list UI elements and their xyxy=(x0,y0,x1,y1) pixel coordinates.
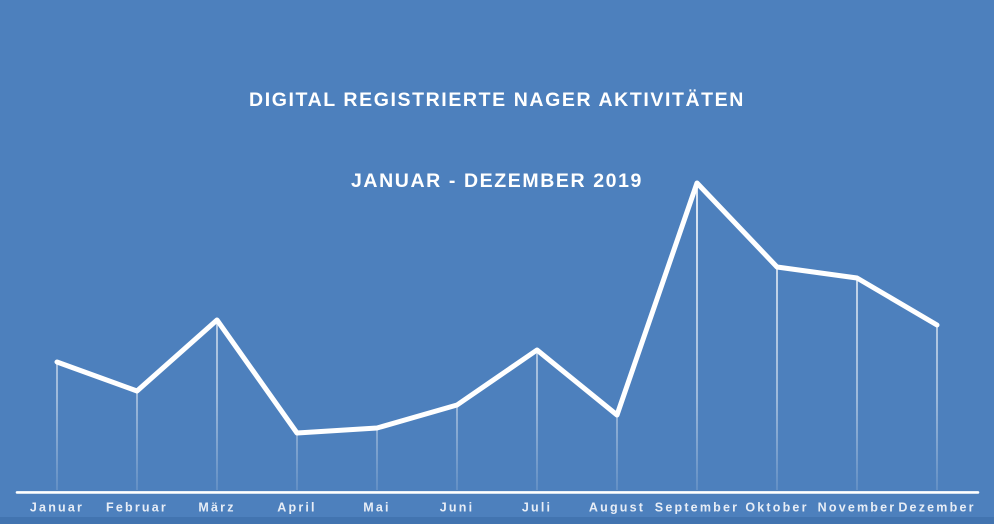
x-axis-label: Juni xyxy=(440,501,475,515)
x-axis-label: Oktober xyxy=(745,501,808,515)
chart-title: DIGITAL REGISTRIERTE NAGER AKTIVITÄTEN J… xyxy=(0,33,994,249)
x-axis-label: Mai xyxy=(363,501,390,515)
x-axis-label: November xyxy=(818,501,897,515)
x-axis-label: April xyxy=(277,501,316,515)
x-axis-label: Juli xyxy=(522,501,552,515)
chart-title-line1: DIGITAL REGISTRIERTE NAGER AKTIVITÄTEN xyxy=(249,89,745,111)
x-axis-label: Januar xyxy=(30,501,84,515)
x-axis-label: Februar xyxy=(106,501,168,515)
x-axis-label: August xyxy=(589,501,645,515)
x-axis-label: September xyxy=(655,501,739,515)
activity-line-series xyxy=(54,180,940,436)
chart-title-line2: JANUAR - DEZEMBER 2019 xyxy=(350,170,643,192)
x-axis-label: März xyxy=(198,501,235,515)
footer-strip xyxy=(0,517,994,524)
x-axis-label: Dezember xyxy=(898,501,975,515)
